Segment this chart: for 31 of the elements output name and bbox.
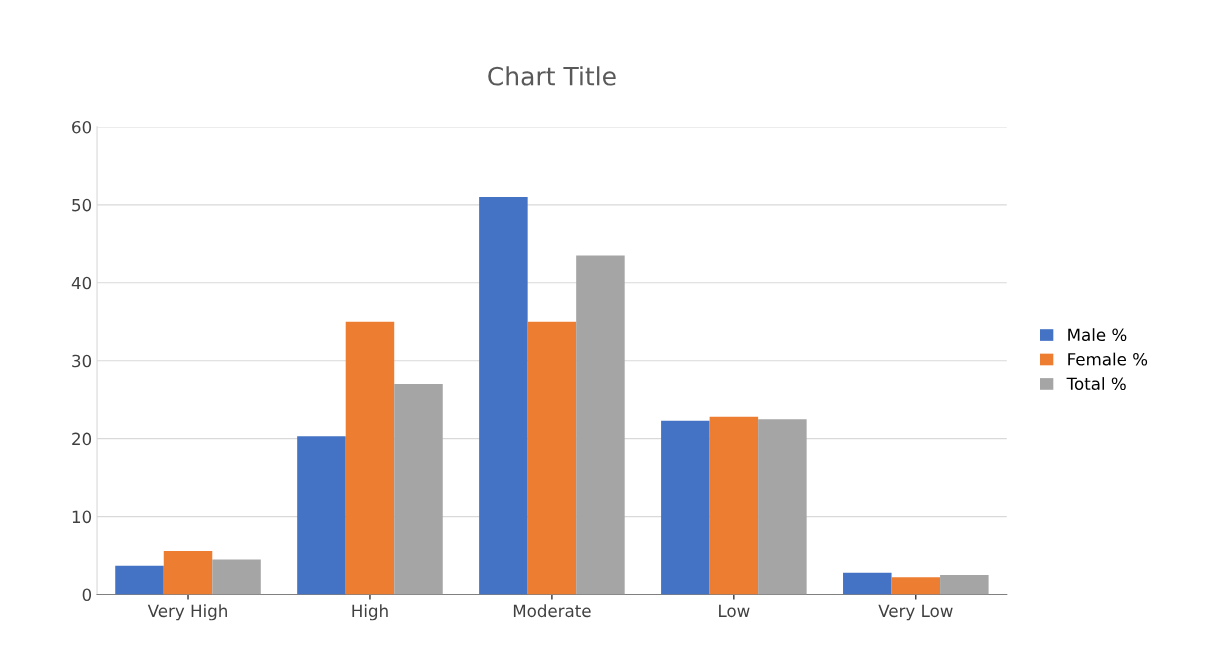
y-tick-label: 0	[82, 588, 92, 602]
chart-title: Chart Title	[488, 66, 616, 86]
bar	[115, 565, 164, 595]
legend-label: Male %	[1068, 328, 1127, 342]
y-tick-label: 30	[72, 354, 92, 368]
y-tick-label: 40	[71, 276, 92, 290]
y-tick-label: 50	[72, 198, 92, 212]
x-tick-label: High	[352, 604, 388, 621]
x-tick-label: Very Low	[878, 604, 953, 621]
x-tick-label: Low	[719, 604, 750, 618]
bar	[709, 416, 759, 595]
x-tick-label: Very High	[147, 604, 227, 621]
bar	[843, 572, 892, 595]
y-tick-label: 60	[72, 120, 92, 134]
bar	[940, 575, 989, 595]
x-tick-label: Moderate	[513, 604, 591, 618]
bar	[758, 419, 807, 595]
bar	[345, 321, 395, 595]
legend-label: Total %	[1066, 377, 1126, 391]
bar	[212, 559, 261, 595]
bar	[891, 577, 941, 595]
bar	[576, 255, 625, 595]
y-tick-label: 20	[72, 432, 92, 446]
legend-label: Female %	[1068, 352, 1148, 366]
y-tick-label: 10	[72, 510, 92, 524]
bar	[479, 197, 528, 595]
bar	[527, 321, 577, 595]
bar	[163, 550, 213, 595]
bar	[661, 420, 710, 595]
bar	[394, 384, 443, 595]
bar	[297, 436, 346, 595]
